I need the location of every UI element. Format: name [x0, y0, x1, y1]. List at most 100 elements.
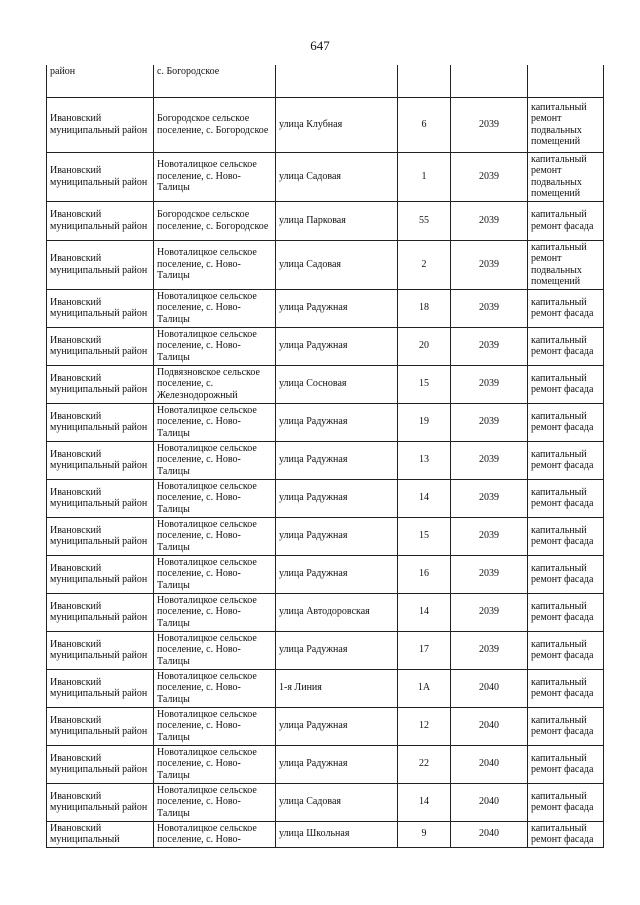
table-row: район с. Богородское	[46, 65, 604, 98]
street-cell: улица Радужная	[275, 516, 398, 556]
district-cell: Ивановский муниципальный район	[46, 478, 154, 518]
settlement-cell: Новоталицкое сельское поселение, с. Ново…	[153, 744, 276, 784]
table-row: Ивановский муниципальный район Новоталицк…	[46, 592, 604, 632]
year-cell: 2039	[450, 151, 528, 202]
year-cell: 2039	[450, 440, 528, 480]
year-cell: 2040	[450, 706, 528, 746]
house-number-cell: 14	[397, 592, 451, 632]
work-type-cell: капитальный ремонт фасада	[527, 706, 604, 746]
district-cell: Ивановский муниципальный район	[46, 239, 154, 290]
table-row: Ивановский муниципальный Новоталицкое сел…	[46, 820, 604, 848]
table-row: Ивановский муниципальный район Новоталицк…	[46, 326, 604, 366]
district-cell: Ивановский муниципальный район	[46, 402, 154, 442]
street-cell: улица Садовая	[275, 151, 398, 202]
year-cell: 2039	[450, 96, 528, 153]
year-cell: 2039	[450, 554, 528, 594]
district-cell: Ивановский муниципальный район	[46, 364, 154, 404]
work-type-cell: капитальный ремонт подвальных помещений	[527, 151, 604, 202]
year-cell: 2039	[450, 630, 528, 670]
house-number-cell: 2	[397, 239, 451, 290]
settlement-cell: Новоталицкое сельское поселение, с. Ново…	[153, 782, 276, 822]
table-row: Ивановский муниципальный район Новоталицк…	[46, 782, 604, 822]
table-row: Ивановский муниципальный район Новоталицк…	[46, 478, 604, 518]
work-type-cell: капитальный ремонт фасада	[527, 364, 604, 404]
house-number-cell: 22	[397, 744, 451, 784]
house-number-cell: 1	[397, 151, 451, 202]
table-row: Ивановский муниципальный район Новоталицк…	[46, 668, 604, 708]
settlement-cell: Новоталицкое сельское поселение, с. Ново…	[153, 820, 276, 848]
house-number-cell: 17	[397, 630, 451, 670]
street-cell: улица Радужная	[275, 744, 398, 784]
work-type-cell: капитальный ремонт фасада	[527, 326, 604, 366]
year-cell: 2039	[450, 592, 528, 632]
settlement-cell: Богородское сельское поселение, с. Богор…	[153, 200, 276, 241]
work-type-cell: капитальный ремонт подвальных помещений	[527, 239, 604, 290]
district-cell: Ивановский муниципальный район	[46, 516, 154, 556]
district-cell: Ивановский муниципальный	[46, 820, 154, 848]
work-type-cell: капитальный ремонт фасада	[527, 744, 604, 784]
district-cell: Ивановский муниципальный район	[46, 782, 154, 822]
district-cell: Ивановский муниципальный район	[46, 96, 154, 153]
district-cell: Ивановский муниципальный район	[46, 630, 154, 670]
street-cell: улица Радужная	[275, 288, 398, 328]
street-cell: улица Радужная	[275, 402, 398, 442]
district-cell: Ивановский муниципальный район	[46, 554, 154, 594]
house-number-cell: 16	[397, 554, 451, 594]
district-cell: Ивановский муниципальный район	[46, 288, 154, 328]
year-cell: 2040	[450, 782, 528, 822]
settlement-cell: Новоталицкое сельское поселение, с. Ново…	[153, 668, 276, 708]
work-type-cell: капитальный ремонт фасада	[527, 200, 604, 241]
work-type-cell: капитальный ремонт фасада	[527, 592, 604, 632]
table-row: Ивановский муниципальный район Богородско…	[46, 96, 604, 153]
settlement-cell: с. Богородское	[153, 65, 276, 98]
house-number-cell	[397, 65, 451, 98]
street-cell: 1-я Линия	[275, 668, 398, 708]
table-row: Ивановский муниципальный район Новоталицк…	[46, 706, 604, 746]
settlement-cell: Новоталицкое сельское поселение, с. Ново…	[153, 516, 276, 556]
settlement-cell: Богородское сельское поселение, с. Богор…	[153, 96, 276, 153]
repair-schedule-table: район с. Богородское Ивановский муниципаль…	[46, 65, 604, 848]
street-cell: улица Радужная	[275, 326, 398, 366]
house-number-cell: 14	[397, 478, 451, 518]
page-number: 647	[310, 38, 330, 53]
district-cell: Ивановский муниципальный район	[46, 706, 154, 746]
year-cell: 2039	[450, 326, 528, 366]
settlement-cell: Новоталицкое сельское поселение, с. Ново…	[153, 478, 276, 518]
year-cell	[450, 65, 528, 98]
settlement-cell: Новоталицкое сельское поселение, с. Ново…	[153, 288, 276, 328]
table-row: Ивановский муниципальный район Подвязновс…	[46, 364, 604, 404]
district-cell: Ивановский муниципальный район	[46, 440, 154, 480]
settlement-cell: Новоталицкое сельское поселение, с. Ново…	[153, 326, 276, 366]
district-cell: Ивановский муниципальный район	[46, 200, 154, 241]
table-row: Ивановский муниципальный район Новоталицк…	[46, 440, 604, 480]
table-row: Ивановский муниципальный район Новоталицк…	[46, 239, 604, 290]
work-type-cell: капитальный ремонт фасада	[527, 630, 604, 670]
year-cell: 2040	[450, 820, 528, 848]
street-cell: улица Сосновая	[275, 364, 398, 404]
house-number-cell: 12	[397, 706, 451, 746]
table-row: Ивановский муниципальный район Новоталицк…	[46, 151, 604, 202]
year-cell: 2039	[450, 402, 528, 442]
house-number-cell: 19	[397, 402, 451, 442]
work-type-cell: капитальный ремонт фасада	[527, 478, 604, 518]
house-number-cell: 18	[397, 288, 451, 328]
year-cell: 2039	[450, 288, 528, 328]
house-number-cell: 6	[397, 96, 451, 153]
house-number-cell: 15	[397, 364, 451, 404]
year-cell: 2039	[450, 516, 528, 556]
settlement-cell: Новоталицкое сельское поселение, с. Ново…	[153, 554, 276, 594]
work-type-cell: капитальный ремонт фасада	[527, 516, 604, 556]
year-cell: 2040	[450, 668, 528, 708]
settlement-cell: Подвязновское сельское поселение, с. Жел…	[153, 364, 276, 404]
settlement-cell: Новоталицкое сельское поселение, с. Ново…	[153, 630, 276, 670]
district-cell: Ивановский муниципальный район	[46, 744, 154, 784]
street-cell: улица Радужная	[275, 630, 398, 670]
year-cell: 2039	[450, 200, 528, 241]
settlement-cell: Новоталицкое сельское поселение, с. Ново…	[153, 402, 276, 442]
year-cell: 2039	[450, 478, 528, 518]
settlement-cell: Новоталицкое сельское поселение, с. Ново…	[153, 706, 276, 746]
street-cell: улица Садовая	[275, 239, 398, 290]
work-type-cell: капитальный ремонт фасада	[527, 820, 604, 848]
district-cell: Ивановский муниципальный район	[46, 151, 154, 202]
table-row: Ивановский муниципальный район Богородско…	[46, 200, 604, 241]
